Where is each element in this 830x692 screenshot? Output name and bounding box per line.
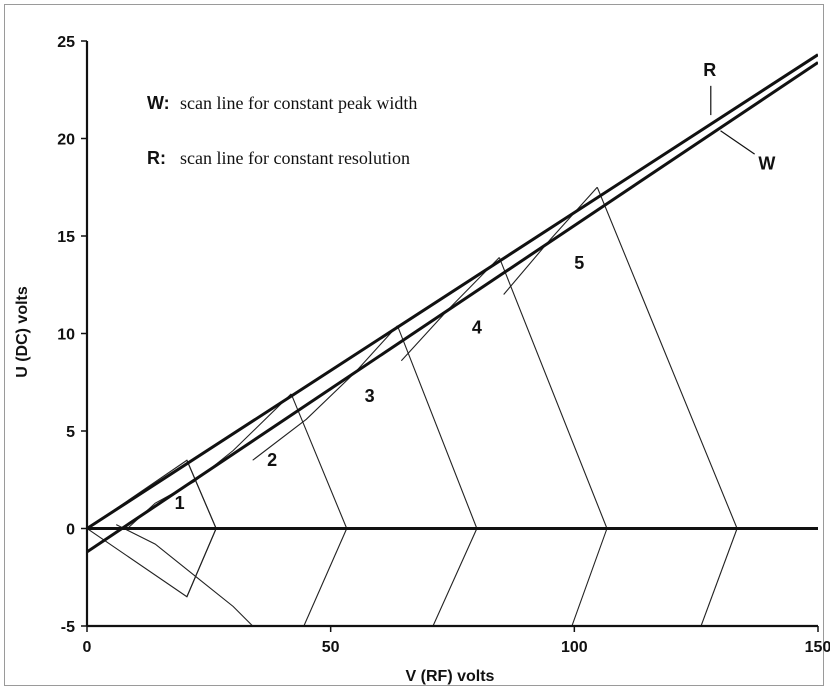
x-tick-label: 100 xyxy=(561,639,588,656)
legend-text-w: scan line for constant peak width xyxy=(180,93,417,113)
region-edge-0 xyxy=(186,460,217,529)
chart-frame xyxy=(4,4,824,686)
region-edge-8 xyxy=(700,528,738,626)
x-axis-label: V (RF) volts xyxy=(406,668,495,685)
y-tick-label: -5 xyxy=(61,619,75,636)
y-tick-label: 5 xyxy=(66,424,75,441)
region-edge-6 xyxy=(432,528,478,626)
region-5-boundary xyxy=(596,187,738,529)
legend-key-w: W: xyxy=(147,93,170,113)
x-tick-label: 150 xyxy=(805,639,830,656)
series-R-line xyxy=(87,53,818,530)
line-label-r: R xyxy=(703,60,716,80)
region-label-3: 3 xyxy=(365,386,375,406)
region-label-4: 4 xyxy=(472,318,482,338)
y-axis-label: U (DC) volts xyxy=(14,286,31,378)
x-tick-label: 0 xyxy=(83,639,92,656)
region-3-boundary xyxy=(396,325,478,529)
region-2-boundary xyxy=(290,393,348,529)
region-4-boundary xyxy=(498,257,608,529)
region-edge-10 xyxy=(186,528,217,597)
region-edge-2 xyxy=(252,325,398,461)
legend-text-r: scan line for constant resolution xyxy=(180,148,410,168)
y-tick-label: 25 xyxy=(57,34,75,51)
region-edge-4 xyxy=(503,186,598,295)
region-edge-5 xyxy=(303,528,348,626)
region-edge-7 xyxy=(571,528,608,626)
region-label-2: 2 xyxy=(267,450,277,470)
series-W-line xyxy=(87,61,818,554)
y-tick-label: 15 xyxy=(57,229,75,246)
y-tick-label: 0 xyxy=(66,522,75,539)
w-leader-line xyxy=(720,130,755,155)
x-tick-label: 50 xyxy=(322,639,340,656)
y-tick-label: 20 xyxy=(57,132,75,149)
line-label-w: W xyxy=(758,154,775,174)
region-edge-9 xyxy=(115,524,254,626)
y-tick-label: 10 xyxy=(57,327,75,344)
legend-key-r: R: xyxy=(147,148,166,168)
region-label-1: 1 xyxy=(175,493,185,513)
region-label-5: 5 xyxy=(574,253,584,273)
